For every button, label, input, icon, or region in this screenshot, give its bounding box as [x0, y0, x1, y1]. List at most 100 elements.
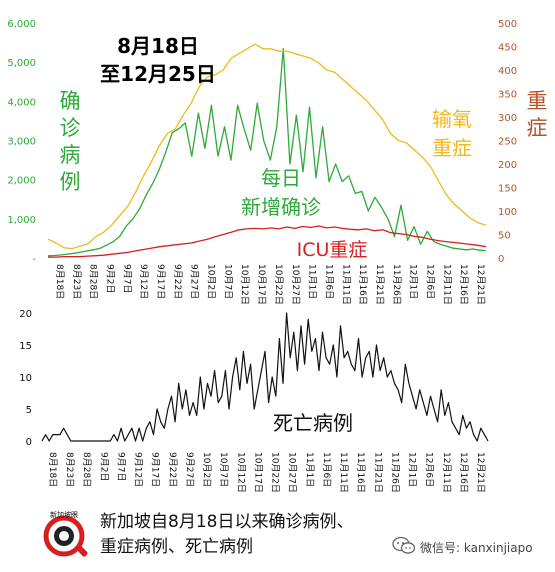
x-tick-label: 11月11日 [340, 264, 351, 305]
x-tick-label: 10月27日 [287, 452, 298, 493]
x-tick-label: 10月12日 [239, 264, 250, 305]
y-right-label-char: 重 [527, 89, 548, 113]
x-tick-label: 8月18日 [54, 264, 65, 299]
x-tick-label: 12月16日 [458, 264, 469, 305]
x-tick-label: 9月27日 [189, 264, 200, 299]
y-left-label-char: 确 [60, 89, 81, 113]
x-tick-label: 11月6日 [323, 264, 334, 299]
x-tick-label: 12月11日 [441, 264, 452, 305]
x-tick-label: 11月26日 [389, 452, 400, 493]
caption: 新加坡自8月18日以来确诊病例、 重症病例、死亡病例 [100, 510, 430, 560]
x-tick-label: 10月27日 [290, 264, 301, 305]
x-tick-label: 12月16日 [458, 452, 469, 493]
x-tick-label: 11月11日 [338, 452, 349, 493]
x-tick-label: 11月16日 [357, 264, 368, 305]
x-tick-label: 8月28日 [88, 264, 99, 299]
x-tick-label: 12月6日 [424, 452, 435, 487]
x-tick-label: 11月6日 [321, 452, 332, 487]
x-tick-label: 11月21日 [372, 452, 383, 493]
x-tick-label: 10月22日 [273, 264, 284, 305]
y-left-tick-label: 5,000 [7, 58, 36, 69]
series-label-oxygen-1: 输氧 [432, 107, 472, 131]
series-label-daily-2: 新增确诊 [241, 195, 321, 219]
x-tick-label: 9月22日 [167, 452, 178, 487]
y-left-label-char: 病 [60, 143, 81, 167]
wechat-text: 微信号: kanxinjiapo [420, 541, 533, 555]
x-tick-label: 12月21日 [475, 264, 486, 305]
x-tick-label: 11月1日 [304, 452, 315, 487]
y-left-tick-label: 1,000 [7, 215, 36, 226]
x-tick-label: 9月27日 [184, 452, 195, 487]
x-tick-label: 9月12日 [133, 452, 144, 487]
y-right-tick-label: 150 [498, 184, 517, 195]
y-right-tick-label: 0 [498, 254, 504, 265]
x-tick-label: 9月2日 [98, 452, 109, 481]
x-tick-label: 12月1日 [407, 452, 418, 487]
x-tick-label: 11月1日 [307, 264, 318, 299]
y-left-label-char: 例 [60, 170, 81, 194]
y-right-tick-label: 350 [498, 90, 517, 101]
x-tick-label: 10月7日 [222, 264, 233, 299]
y-right-tick-label: 400 [498, 66, 517, 77]
x-tick-label: 10月2日 [201, 452, 212, 487]
x-tick-label: 10月17日 [256, 264, 267, 305]
x-tick-label: 11月16日 [355, 452, 366, 493]
caption-line-1: 新加坡自8月18日以来确诊病例、 [100, 512, 354, 532]
y-left-tick-label: 6,000 [7, 19, 36, 30]
y-left-label-char: 诊 [60, 116, 81, 140]
y-left-tick-label: 4,000 [7, 97, 36, 108]
logo-magnifier-icon: 新加坡眼 [43, 510, 88, 557]
x-tick-label: 9月17日 [150, 452, 161, 487]
series-label-deaths: 死亡病例 [273, 411, 353, 435]
y-right-tick-label: 500 [498, 19, 517, 30]
x-tick-label: 9月7日 [115, 452, 126, 481]
x-tick-label: 9月2日 [105, 264, 116, 293]
y-tick-label: 0 [26, 437, 32, 448]
y-left-tick-label: 3,000 [7, 137, 36, 148]
x-tick-label: 8月28日 [81, 452, 92, 487]
x-tick-label: 8月18日 [47, 452, 58, 487]
y-right-tick-label: 100 [498, 207, 517, 218]
x-tick-label: 9月7日 [121, 264, 132, 293]
y-right-tick-label: 200 [498, 160, 517, 171]
y-right-label-char: 症 [527, 116, 548, 140]
series-label-daily-1: 每日 [261, 166, 301, 190]
series-line-2 [48, 225, 487, 258]
y-right-tick-label: 50 [498, 231, 511, 242]
y-right-tick-label: 300 [498, 113, 517, 124]
y-right-tick-label: 250 [498, 137, 517, 148]
y-tick-label: 20 [19, 309, 32, 320]
x-tick-label: 12月1日 [408, 264, 419, 299]
x-tick-label: 11月26日 [391, 264, 402, 305]
y-tick-label: 15 [19, 341, 32, 352]
y-left-tick-label: - [32, 254, 36, 265]
series-line-1 [47, 43, 487, 250]
chart-title-line-2: 至12月25日 [100, 62, 216, 86]
x-tick-label: 10月7日 [218, 452, 229, 487]
x-tick-label: 9月22日 [172, 264, 183, 299]
series-label-icu: ICU重症 [297, 239, 368, 261]
series-line-0 [47, 47, 487, 257]
x-tick-label: 8月23日 [64, 452, 75, 487]
series-label-oxygen-2: 重症 [432, 136, 472, 160]
x-tick-label: 12月6日 [424, 264, 435, 299]
logo-text: 新加坡眼 [50, 510, 78, 519]
x-tick-label: 9月12日 [138, 264, 149, 299]
x-tick-label: 12月21日 [475, 452, 486, 493]
y-right-tick-label: 450 [498, 43, 517, 54]
wechat-icon [392, 536, 416, 554]
y-tick-label: 5 [26, 405, 32, 416]
x-tick-label: 10月12日 [235, 452, 246, 493]
chart-title-line-1: 8月18日 [117, 34, 199, 58]
x-tick-label: 10月2日 [206, 264, 217, 299]
top-chart: - 1,000 2,000 3,000 4,000 5,000 6,000 0 50 100 150… [7, 19, 547, 305]
x-tick-label: 12月11日 [441, 452, 452, 493]
x-tick-label: 9月17日 [155, 264, 166, 299]
x-tick-label: 8月23日 [71, 264, 82, 299]
x-tick-label: 11月21日 [374, 264, 385, 305]
bottom-chart: 0 5 10 15 20 8月18日 8月23日 8月28日 9月2日 9月7日 9月12日 9月17… [19, 309, 489, 493]
caption-line-2: 重症病例、死亡病例 [100, 537, 253, 557]
wechat-id: 微信号: kanxinjiapo [392, 536, 552, 558]
y-left-tick-label: 2,000 [7, 176, 36, 187]
